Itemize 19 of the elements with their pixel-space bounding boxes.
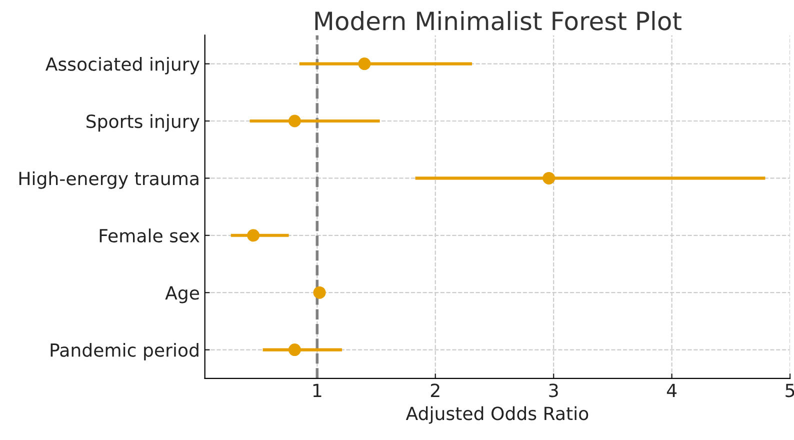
point	[247, 229, 260, 242]
x-tick-label: 4	[666, 384, 677, 397]
point	[288, 114, 301, 128]
point	[542, 172, 556, 184]
y-tick-label: Age	[165, 286, 200, 304]
x-tick-label: 3	[549, 384, 558, 398]
point	[288, 344, 301, 356]
y-tick-label: Associated injury	[45, 56, 200, 74]
y-tick-label: Pandemic period	[50, 342, 198, 360]
chart-title: Modern Minimalist Forest Plot	[315, 11, 682, 30]
y-tick-label: High-energy trauma	[19, 171, 198, 189]
x-tick-label: 5	[786, 384, 794, 398]
point	[313, 286, 326, 299]
x-tick-label: 2	[430, 384, 440, 397]
point	[358, 58, 371, 70]
y-tick-label: Female sex	[100, 228, 200, 243]
x-axis-title: Adjusted Odds Ratio	[406, 406, 588, 424]
x-tick-label: 1	[313, 384, 322, 397]
y-tick-label: Sports injury	[86, 114, 200, 132]
